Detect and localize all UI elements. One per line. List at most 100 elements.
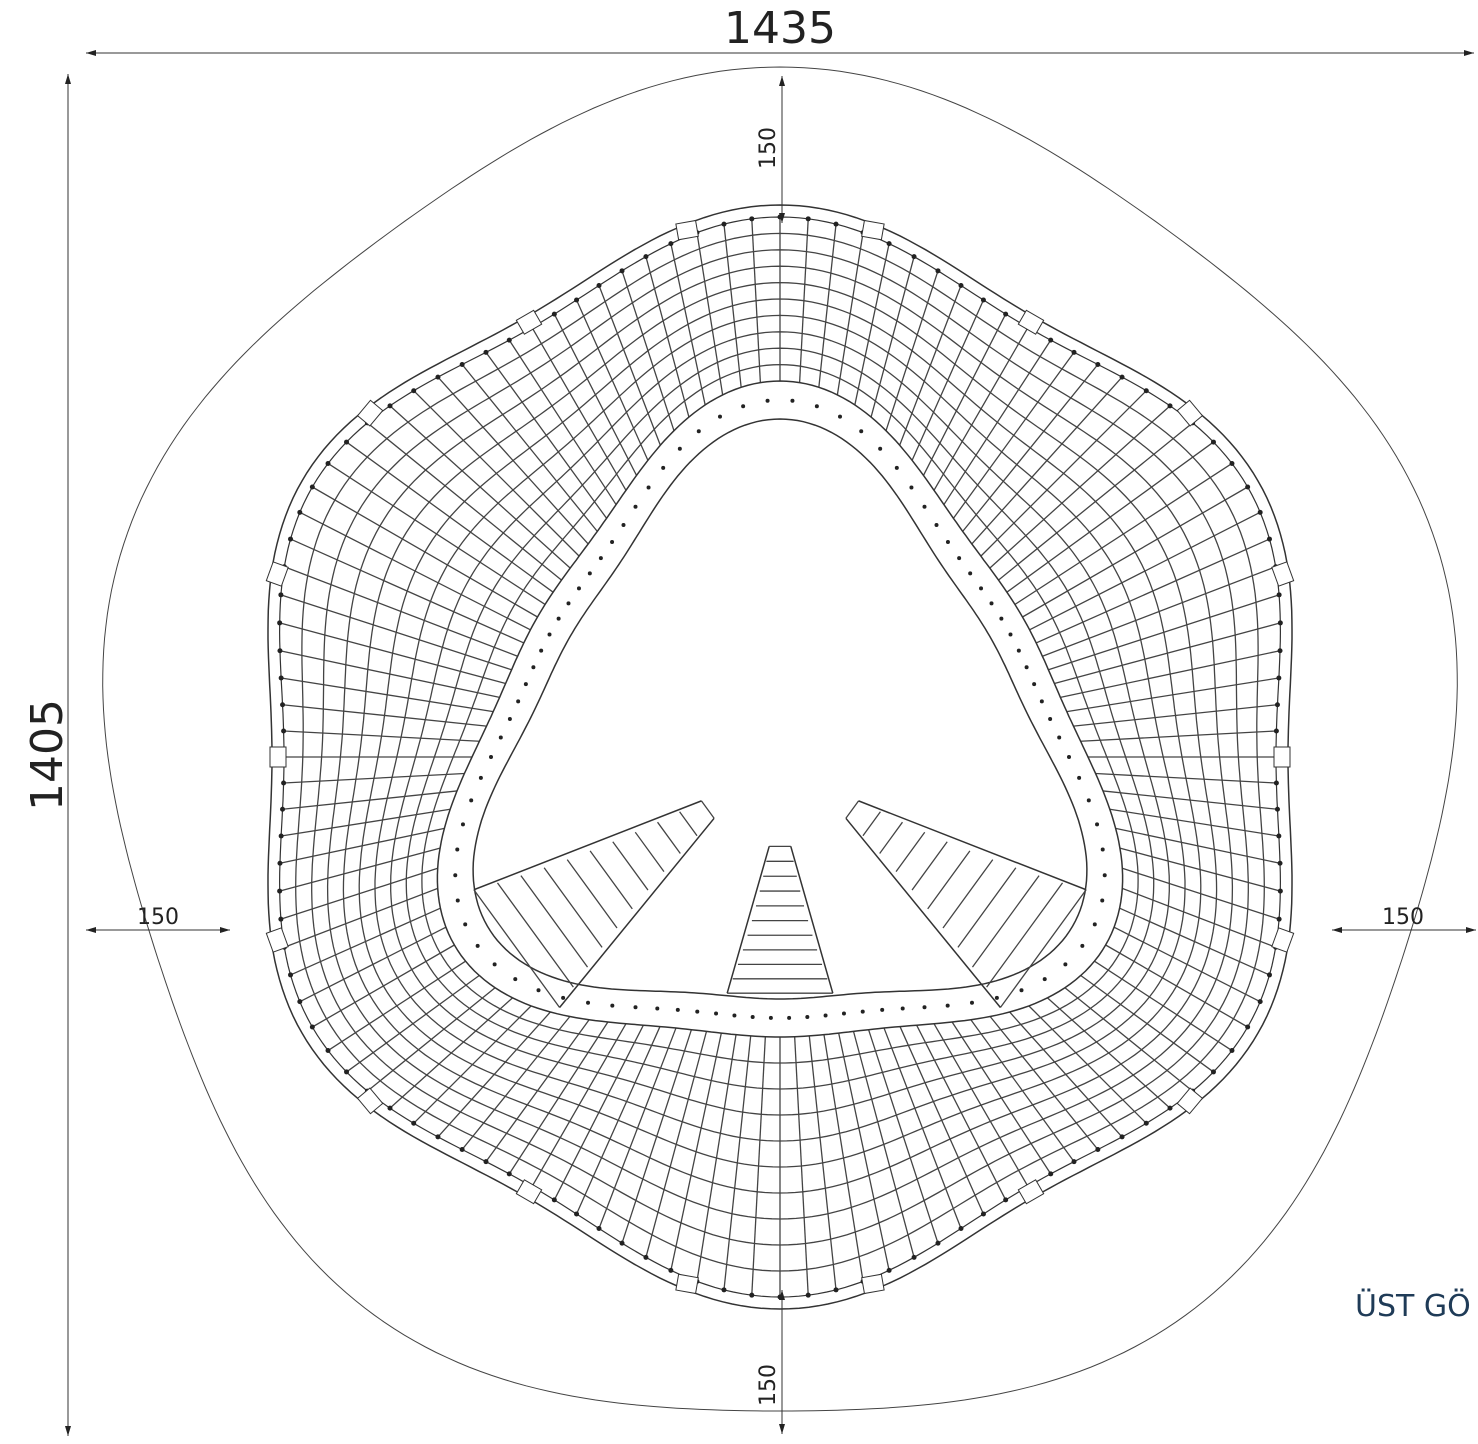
net-rope: [279, 847, 441, 892]
bolt: [587, 571, 592, 576]
bolt: [1032, 682, 1037, 687]
frame-connector: [861, 219, 885, 241]
net-rope: [1073, 704, 1278, 727]
bolt: [1039, 699, 1044, 704]
net-rope: [933, 1023, 1029, 1187]
bolt: [945, 540, 950, 545]
net-rope: [670, 1032, 722, 1271]
net-rope: [751, 1036, 766, 1296]
frame-connector: [1271, 927, 1295, 953]
net-rope: [696, 232, 724, 395]
view-label: ÜST GÖ: [1355, 1288, 1471, 1324]
net-rope: [389, 405, 571, 569]
rope-clamp: [1273, 780, 1279, 786]
net-rope: [621, 1029, 693, 1244]
ladder-rung: [700, 800, 715, 819]
bolt: [1057, 735, 1062, 740]
bolt: [1102, 873, 1107, 878]
rope-clamp: [277, 620, 283, 626]
ladder-rung: [612, 841, 649, 891]
net-rope: [1054, 622, 1281, 685]
ladder-rail: [559, 817, 715, 1008]
rope-clamp: [309, 1024, 315, 1030]
bolt: [586, 1000, 591, 1005]
net-rope: [1035, 538, 1270, 644]
net-rope: [1060, 650, 1281, 699]
rope-clamp: [1266, 536, 1272, 542]
rope-clamp: [1245, 484, 1251, 490]
bolt: [969, 1000, 974, 1005]
rope-clamp: [280, 806, 286, 812]
bolt: [823, 1013, 828, 1018]
bolt: [455, 898, 460, 903]
rope-clamp: [435, 1134, 441, 1140]
bolt: [878, 446, 883, 451]
net-rope: [281, 677, 494, 713]
ladder-rung: [971, 875, 1040, 968]
net-rope: [1042, 566, 1276, 657]
frame-connector: [1017, 309, 1045, 335]
rope-clamp: [483, 349, 489, 355]
bolt: [768, 1015, 773, 1020]
frame-connector: [675, 1273, 699, 1295]
bolt: [1024, 665, 1029, 670]
net-rope: [598, 285, 661, 446]
rope-clamp: [278, 833, 284, 839]
bottom-clearance-label: 150: [756, 1364, 781, 1406]
rope-clamp: [1229, 460, 1235, 466]
bolt: [922, 504, 927, 509]
net-rope: [899, 1026, 985, 1215]
rope-clamp: [1274, 806, 1280, 812]
rope-clamp: [833, 221, 839, 227]
rope-clamp: [1245, 1024, 1251, 1030]
play-structure: [102, 66, 1458, 1412]
net-rope: [284, 566, 518, 657]
net-rope: [531, 327, 627, 491]
rope-clamp: [958, 282, 964, 288]
bolt: [539, 648, 544, 653]
net-rope: [883, 1027, 962, 1229]
net-rope: [798, 218, 809, 383]
rope-clamp: [1071, 349, 1077, 355]
net-rope: [279, 622, 506, 685]
net-rope: [461, 1016, 571, 1150]
ladder-rung: [927, 850, 971, 910]
rope-clamp: [1119, 1134, 1125, 1140]
net-rope: [280, 594, 512, 671]
bolt: [547, 632, 552, 637]
rope-clamp: [281, 780, 287, 786]
frame-connector: [515, 309, 543, 335]
net-rope: [282, 790, 458, 810]
rope-clamp: [911, 254, 917, 260]
rope-clamp: [506, 1171, 512, 1177]
net-rope: [751, 218, 762, 383]
net-rope: [508, 339, 617, 505]
rope-clamp: [749, 216, 755, 222]
rope-clamp: [325, 460, 331, 466]
bolt: [655, 1006, 660, 1011]
net-rope: [899, 285, 962, 446]
rope-clamp: [721, 221, 727, 227]
rope-clamp: [596, 1226, 602, 1232]
net-rope: [1066, 677, 1279, 713]
net-rope: [437, 376, 589, 545]
rope-clamp: [1143, 388, 1149, 394]
net-rope: [299, 511, 531, 631]
rope-clamp: [483, 1159, 489, 1165]
rope-clamp: [1277, 888, 1283, 894]
net-rope: [1109, 808, 1279, 837]
rope-clamp: [411, 388, 417, 394]
bolt: [945, 1003, 950, 1008]
net-rope: [723, 224, 742, 388]
dimension-lines: [65, 50, 1476, 1436]
bolt: [714, 1011, 719, 1016]
rope-clamp: [911, 1254, 917, 1260]
bolt: [922, 1005, 927, 1010]
bolt: [610, 1003, 615, 1008]
frame-connector: [1176, 399, 1204, 427]
rope-clamp: [1003, 311, 1009, 317]
rope-clamp: [1276, 916, 1282, 922]
bolt: [695, 1009, 700, 1014]
bolt: [814, 404, 819, 409]
ladder-rung: [589, 850, 633, 910]
